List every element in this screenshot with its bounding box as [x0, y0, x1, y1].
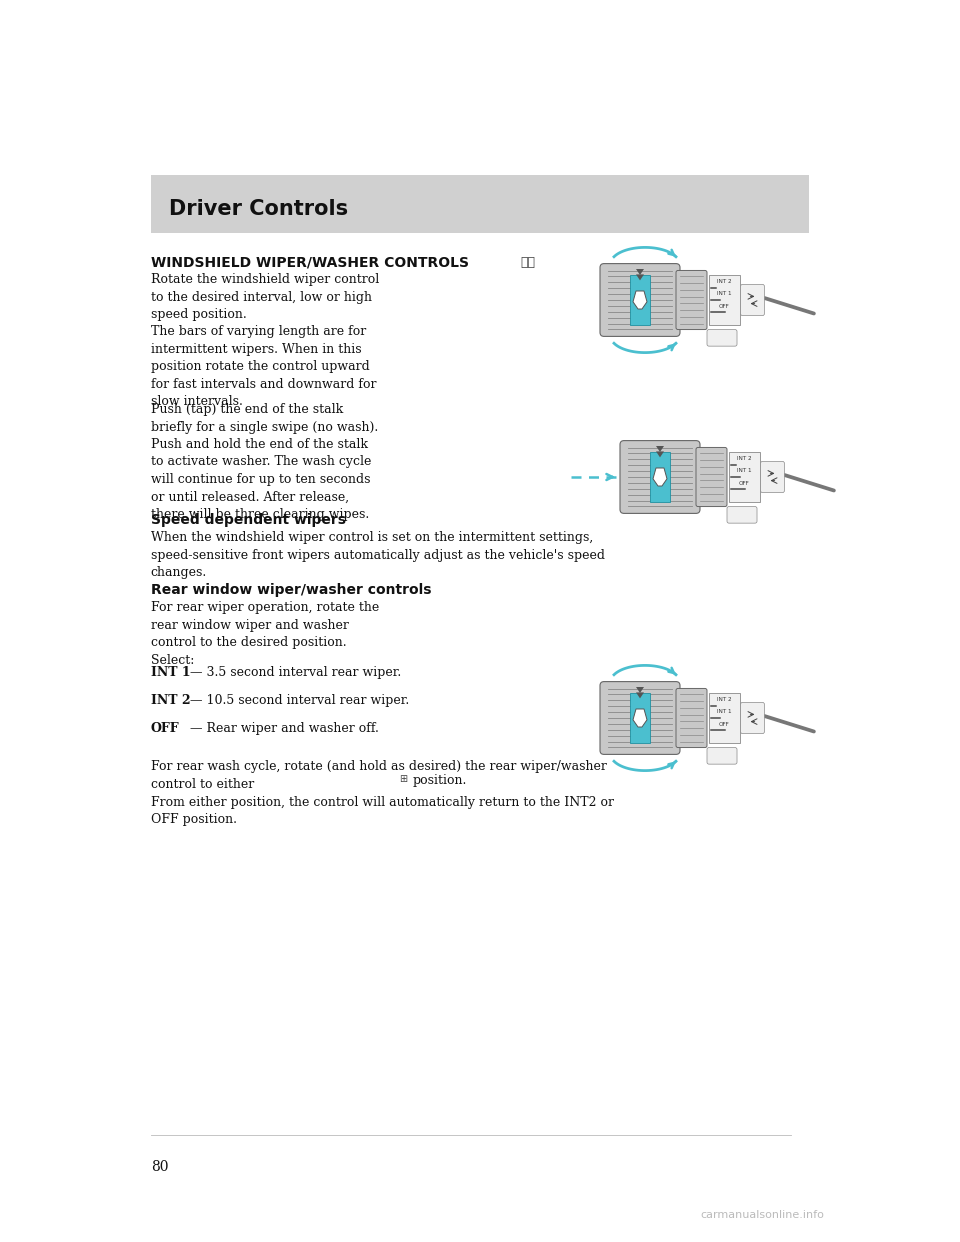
FancyBboxPatch shape [760, 461, 784, 493]
Polygon shape [656, 451, 664, 457]
Text: For rear wiper operation, rotate the
rear window wiper and washer
control to the: For rear wiper operation, rotate the rea… [151, 601, 379, 667]
Text: INT 2: INT 2 [151, 694, 190, 707]
Polygon shape [636, 270, 644, 274]
Text: INT 2: INT 2 [717, 697, 732, 702]
Text: When the windshield wiper control is set on the intermittent settings,
speed-sen: When the windshield wiper control is set… [151, 532, 605, 579]
Text: INT 1: INT 1 [717, 292, 732, 297]
Polygon shape [636, 274, 644, 281]
Polygon shape [633, 291, 647, 309]
Polygon shape [636, 692, 644, 698]
Text: OFF: OFF [739, 481, 750, 486]
FancyBboxPatch shape [707, 748, 737, 764]
FancyBboxPatch shape [676, 688, 707, 748]
Text: Push (tap) the end of the stalk
briefly for a single swipe (no wash).
Push and h: Push (tap) the end of the stalk briefly … [151, 402, 378, 520]
Text: INT 2: INT 2 [737, 456, 752, 461]
Text: ⌒᷊: ⌒᷊ [520, 256, 536, 270]
FancyBboxPatch shape [600, 263, 680, 337]
Text: Driver Controls: Driver Controls [169, 199, 348, 219]
Text: ⊞: ⊞ [398, 774, 407, 784]
FancyBboxPatch shape [650, 452, 670, 502]
Text: Rotate the windshield wiper control
to the desired interval, low or high
speed p: Rotate the windshield wiper control to t… [151, 273, 379, 320]
Text: — 3.5 second interval rear wiper.: — 3.5 second interval rear wiper. [185, 666, 401, 679]
Text: OFF: OFF [719, 722, 730, 727]
Text: INT 2: INT 2 [717, 279, 732, 284]
FancyBboxPatch shape [630, 274, 650, 325]
FancyBboxPatch shape [740, 284, 764, 315]
FancyBboxPatch shape [630, 693, 650, 743]
Text: position.: position. [413, 774, 468, 787]
FancyBboxPatch shape [729, 452, 759, 502]
Polygon shape [633, 709, 647, 727]
Text: For rear wash cycle, rotate (and hold as desired) the rear wiper/washer
control : For rear wash cycle, rotate (and hold as… [151, 760, 607, 790]
Polygon shape [656, 446, 664, 452]
Text: WINDSHIELD WIPER/WASHER CONTROLS: WINDSHIELD WIPER/WASHER CONTROLS [151, 255, 468, 270]
FancyBboxPatch shape [709, 693, 739, 743]
Text: — Rear wiper and washer off.: — Rear wiper and washer off. [185, 722, 378, 735]
FancyBboxPatch shape [696, 447, 727, 507]
Text: OFF: OFF [719, 304, 730, 309]
Text: 80: 80 [151, 1160, 168, 1174]
Text: INT 1: INT 1 [717, 709, 732, 714]
Text: INT 1: INT 1 [737, 468, 752, 473]
Text: — 10.5 second interval rear wiper.: — 10.5 second interval rear wiper. [185, 694, 409, 707]
FancyBboxPatch shape [620, 441, 700, 513]
Text: Speed dependent wipers: Speed dependent wipers [151, 513, 346, 527]
Text: From either position, the control will automatically return to the INT2 or
OFF p: From either position, the control will a… [151, 796, 613, 826]
FancyBboxPatch shape [727, 507, 757, 523]
Polygon shape [636, 687, 644, 693]
Text: carmanualsonline.info: carmanualsonline.info [700, 1210, 824, 1220]
FancyBboxPatch shape [600, 682, 680, 754]
FancyBboxPatch shape [707, 329, 737, 347]
Text: INT 1: INT 1 [151, 666, 190, 679]
Polygon shape [653, 468, 667, 486]
FancyBboxPatch shape [151, 175, 809, 233]
FancyBboxPatch shape [676, 271, 707, 329]
FancyBboxPatch shape [740, 703, 764, 734]
Text: Rear window wiper/washer controls: Rear window wiper/washer controls [151, 582, 431, 597]
Text: The bars of varying length are for
intermittent wipers. When in this
position ro: The bars of varying length are for inter… [151, 325, 376, 409]
Text: OFF: OFF [151, 722, 180, 735]
FancyBboxPatch shape [709, 276, 739, 325]
